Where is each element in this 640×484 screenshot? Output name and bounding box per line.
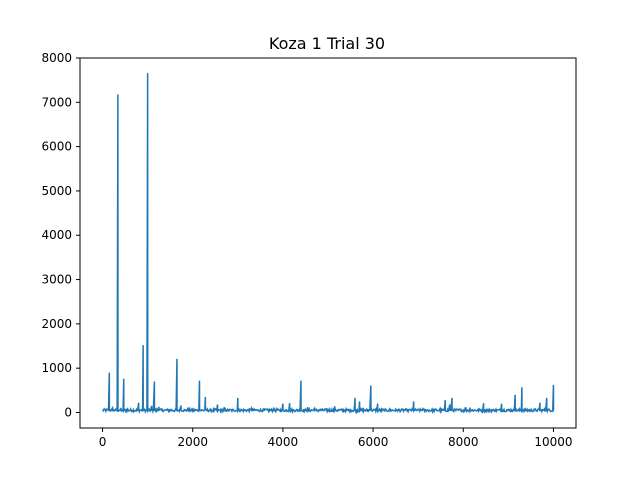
x-tick-label: 8000 [448,435,479,449]
chart-title: Koza 1 Trial 30 [269,34,385,53]
series-line [101,73,555,415]
x-tick-label: 6000 [358,435,389,449]
x-tick-label: 4000 [268,435,299,449]
y-axis: 0 1000 2000 3000 4000 5000 6000 7000 8000 [41,51,80,419]
y-tick-label: 2000 [41,317,72,331]
x-tick-label: 10000 [534,435,572,449]
x-tick-label: 2000 [177,435,208,449]
x-tick-label: 0 [99,435,107,449]
y-tick-label: 6000 [41,140,72,154]
axes-frame [79,57,577,429]
plot-area [101,73,555,415]
y-tick-label: 7000 [41,95,72,109]
y-tick-label: 1000 [41,361,72,375]
y-tick-label: 5000 [41,184,72,198]
y-tick-label: 0 [64,405,72,419]
x-axis: 0 2000 4000 6000 8000 10000 [99,428,573,449]
y-tick-label: 4000 [41,228,72,242]
y-tick-label: 8000 [41,51,72,65]
y-tick-label: 3000 [41,273,72,287]
